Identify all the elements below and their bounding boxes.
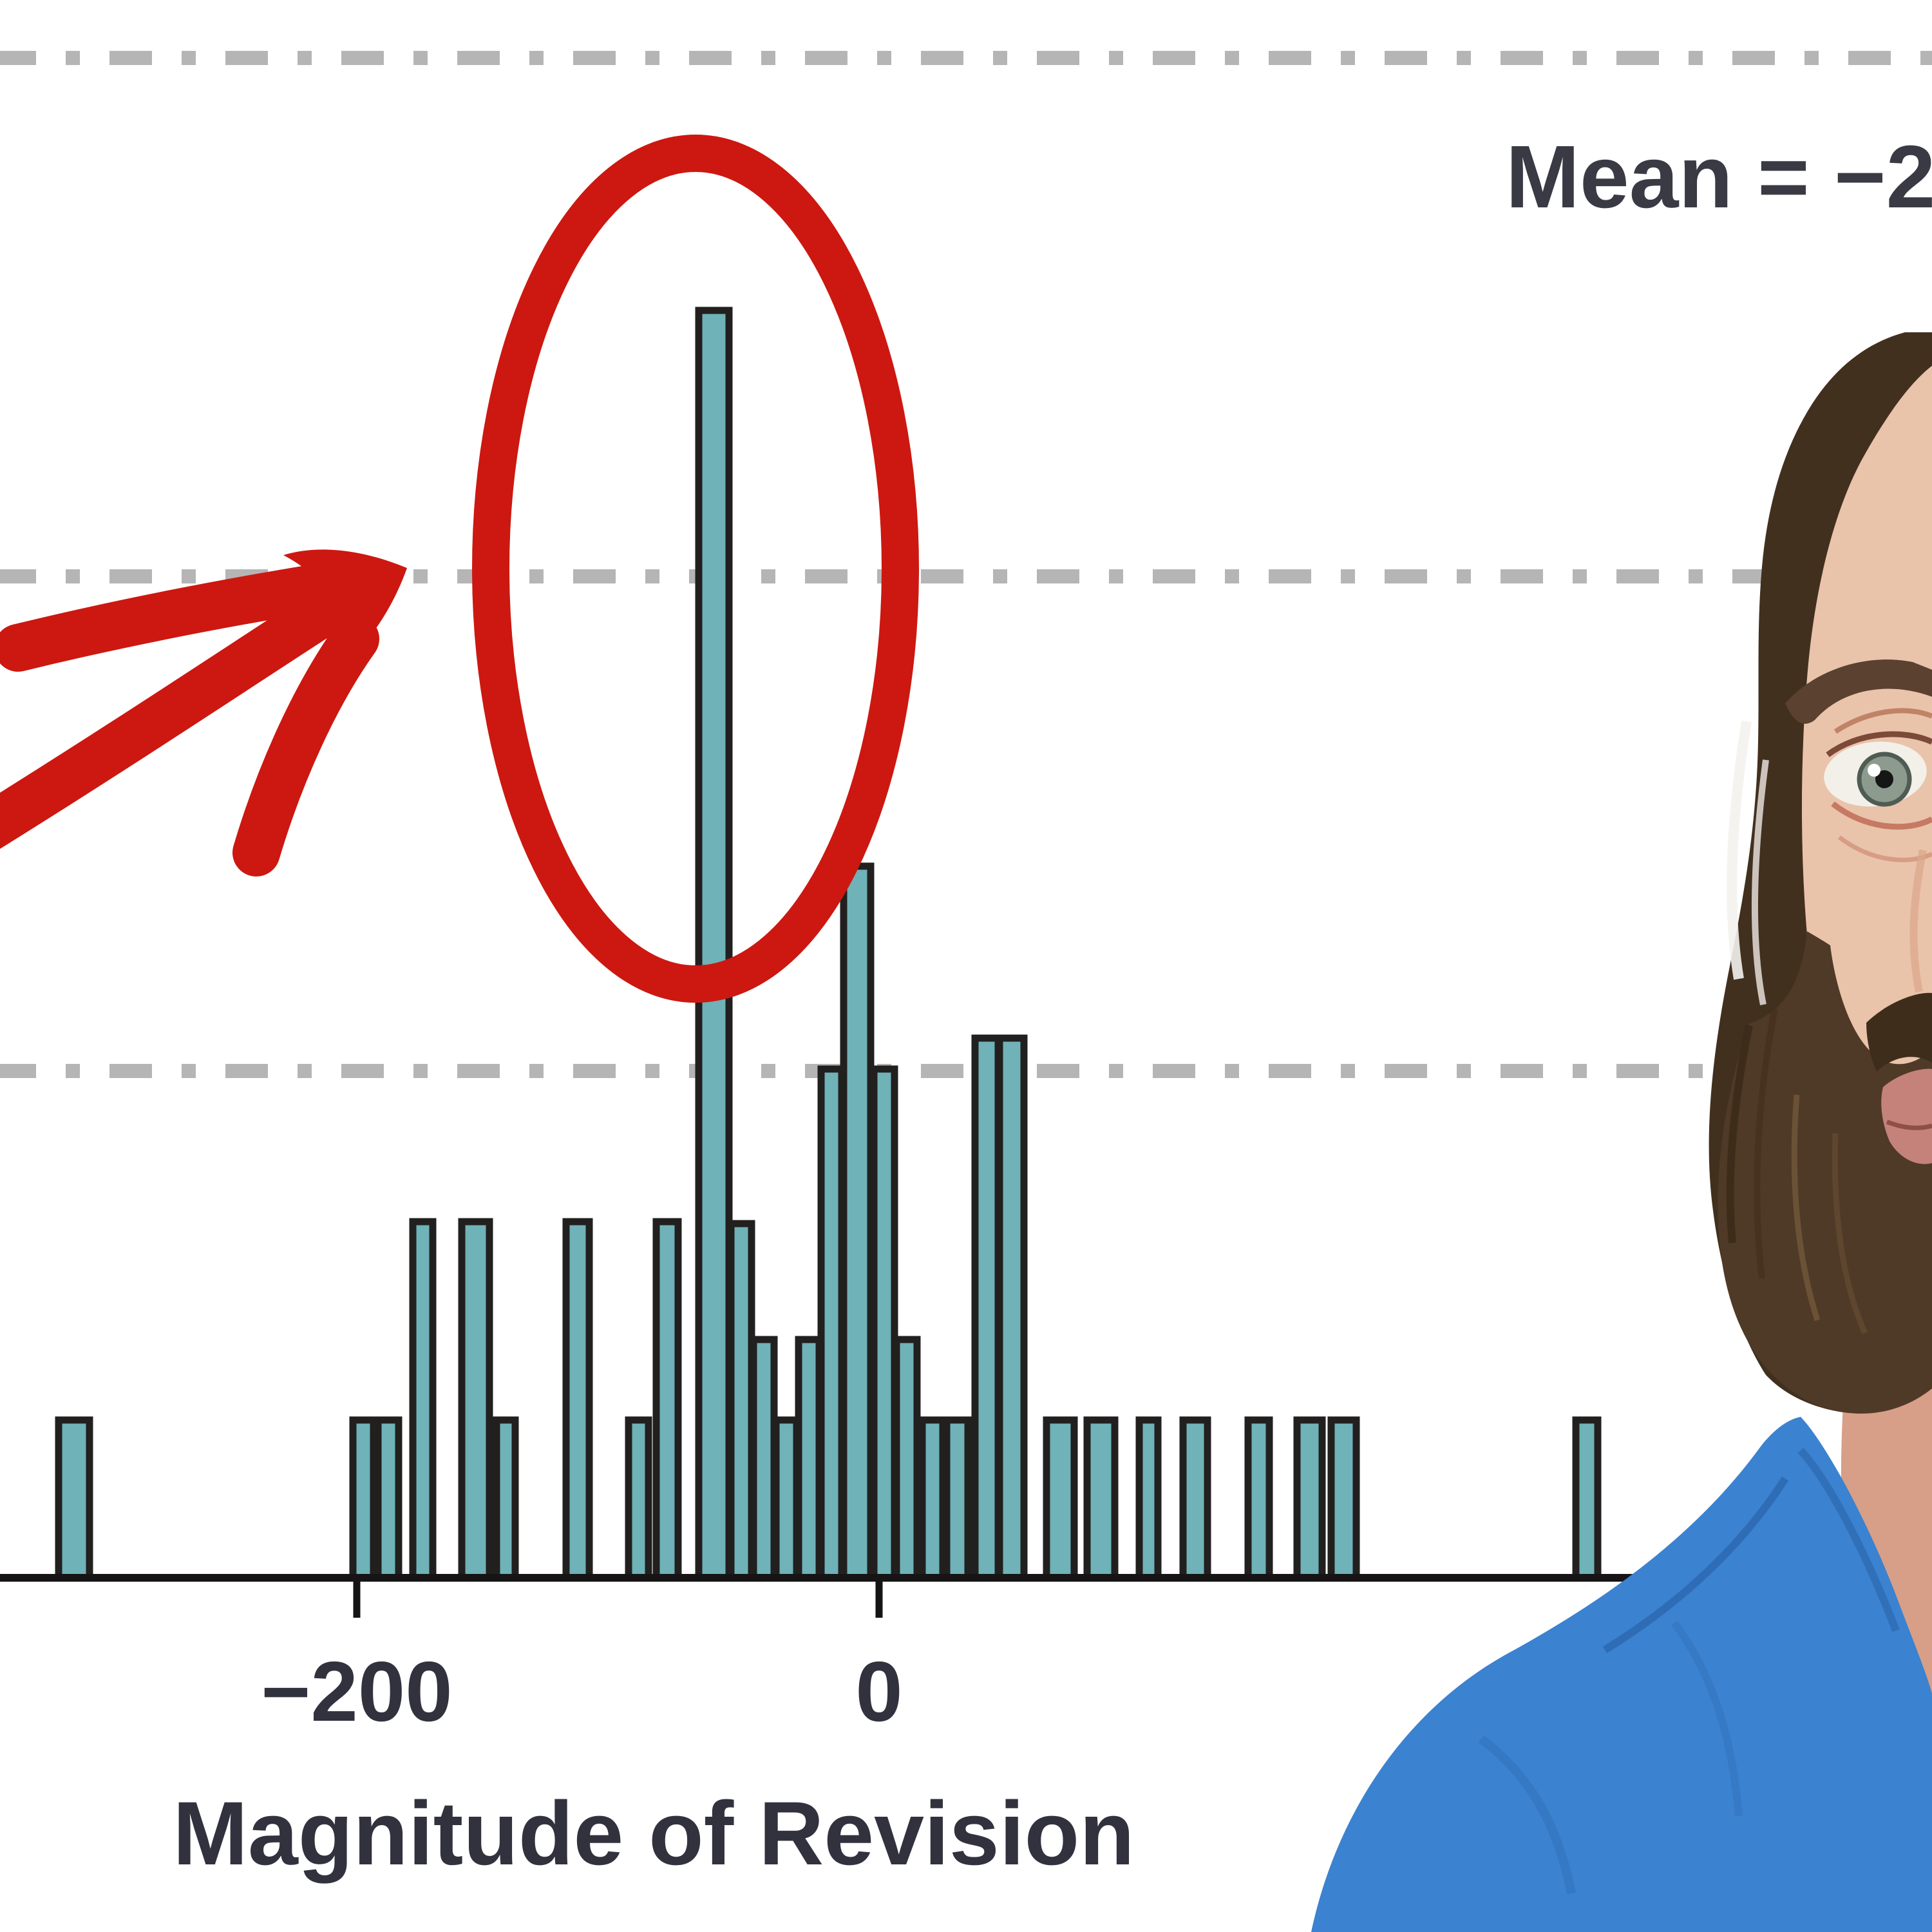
hair-highlight-strand bbox=[1751, 759, 1769, 1005]
histogram-bar bbox=[1179, 1416, 1211, 1582]
histogram-bar bbox=[55, 1416, 93, 1582]
x-tick-label: 0 bbox=[855, 1644, 902, 1739]
histogram-bars bbox=[55, 307, 1602, 1582]
x-tick-label: −200 bbox=[261, 1644, 452, 1739]
histogram-bar bbox=[795, 1336, 823, 1582]
histogram-bar bbox=[1293, 1416, 1326, 1582]
x-axis-title: Magnitude of Revision bbox=[173, 1783, 1134, 1884]
person-beard bbox=[1718, 931, 1932, 1414]
histogram-bar bbox=[1083, 1416, 1119, 1582]
eye-pupil bbox=[1875, 770, 1893, 788]
histogram-bar bbox=[943, 1416, 972, 1582]
arrow-tail-long bbox=[0, 589, 346, 849]
tshirt bbox=[1311, 1417, 1932, 1932]
eye-highlight bbox=[1868, 764, 1880, 777]
histogram-bar bbox=[918, 1416, 947, 1582]
mustache bbox=[1866, 992, 1932, 1072]
highlight-ellipse bbox=[472, 135, 919, 1003]
histogram-bar bbox=[727, 1220, 755, 1582]
histogram-bar bbox=[1135, 1416, 1162, 1582]
arrow-head bbox=[283, 549, 407, 685]
eye-crease-line bbox=[1833, 708, 1932, 734]
histogram-bar bbox=[1244, 1416, 1273, 1582]
arrow-tail-top bbox=[0, 566, 328, 672]
beard-wisp bbox=[1754, 1008, 1778, 1279]
histogram-bar bbox=[458, 1218, 493, 1582]
lips bbox=[1881, 1068, 1932, 1164]
histogram-bar bbox=[893, 1336, 921, 1582]
histogram-bar bbox=[1572, 1416, 1602, 1582]
histogram-bar bbox=[971, 1034, 1002, 1582]
histogram-bar bbox=[349, 1416, 377, 1582]
beard-wisp bbox=[1726, 1024, 1753, 1244]
histogram-bar bbox=[996, 1034, 1028, 1582]
histogram-bar bbox=[1043, 1416, 1078, 1582]
beard-light-strand bbox=[1791, 1094, 1821, 1321]
shirt-fold bbox=[1671, 1620, 1743, 1817]
red-circle-annotation bbox=[472, 135, 919, 1003]
histogram-bar bbox=[374, 1416, 402, 1582]
histogram-bar bbox=[625, 1416, 652, 1582]
histogram-bar bbox=[562, 1218, 593, 1582]
x-axis bbox=[0, 1574, 1649, 1618]
histogram-bar bbox=[652, 1218, 682, 1582]
histogram-bar bbox=[870, 1065, 898, 1582]
histogram-bar bbox=[1327, 1416, 1360, 1582]
mean-annotation: Mean = −2 bbox=[1506, 128, 1932, 227]
collar-seam bbox=[1602, 1476, 1789, 1654]
x-tick-labels: −200 0 bbox=[261, 1644, 902, 1739]
histogram-bar bbox=[493, 1416, 519, 1582]
histogram-bar bbox=[840, 862, 875, 1582]
shirt-fold bbox=[1478, 1735, 1576, 1895]
collar-seam bbox=[1797, 1447, 1900, 1633]
histogram-bar bbox=[409, 1218, 437, 1582]
histogram-bar bbox=[817, 1065, 846, 1582]
histogram-bar bbox=[772, 1416, 800, 1582]
under-eye-line bbox=[1831, 801, 1932, 830]
person-photo bbox=[1311, 332, 1932, 1932]
histogram-bar-circled bbox=[695, 307, 733, 1582]
upper-eyelid-line bbox=[1826, 731, 1932, 757]
histogram-bar bbox=[750, 1336, 778, 1582]
red-arrow-annotation bbox=[0, 549, 407, 876]
hair-highlight-strand bbox=[1727, 720, 1752, 980]
nose-shadow-line bbox=[1909, 849, 1927, 993]
lip-line bbox=[1886, 1119, 1932, 1130]
beard-light-strand bbox=[1832, 1133, 1868, 1334]
eyebrow bbox=[1785, 659, 1932, 724]
